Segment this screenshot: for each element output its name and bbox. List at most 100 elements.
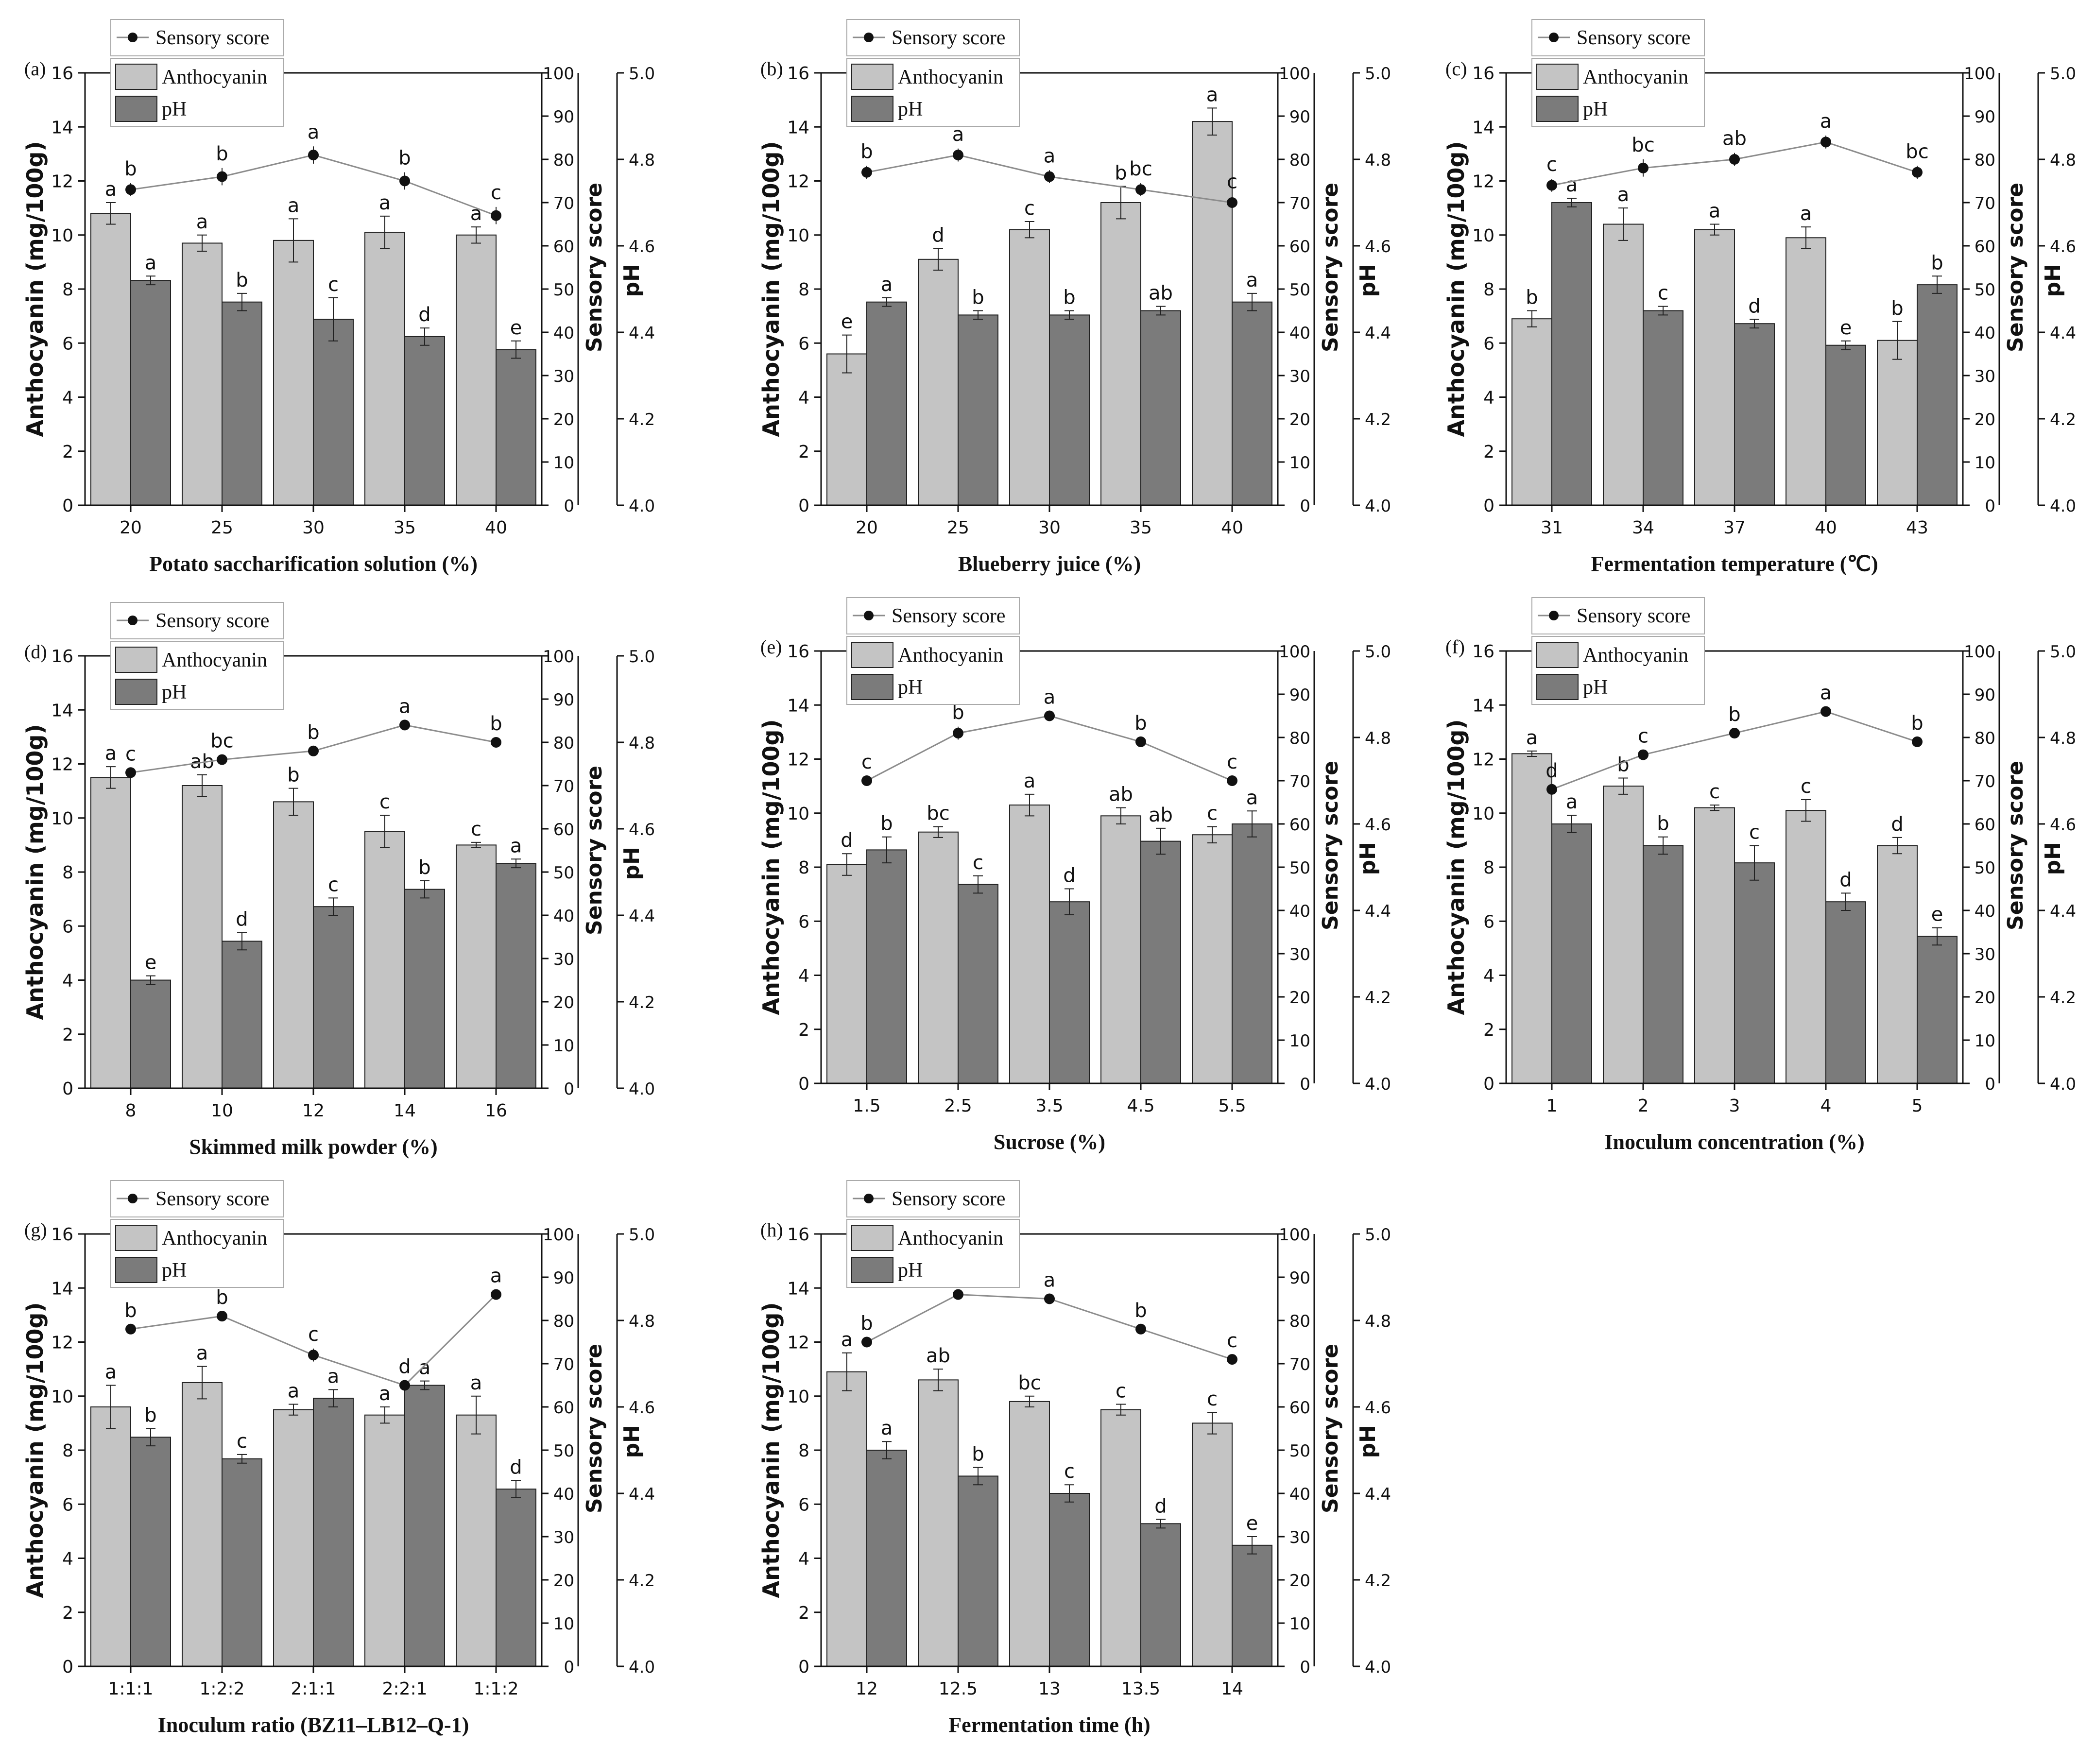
sensory-axis-title: Sensory score: [1318, 183, 1343, 352]
anthocyanin-letter: a: [105, 178, 117, 201]
left-tick-label: 4: [62, 388, 73, 408]
mid-tick-label: 90: [553, 1268, 574, 1288]
ph-bar: [222, 941, 262, 1089]
x-tick-label: 14: [394, 1101, 416, 1121]
mid-tick-label: 60: [1289, 237, 1310, 257]
ph-bar: [130, 1437, 171, 1667]
anthocyanin-letter: bc: [1018, 1372, 1041, 1394]
left-tick-label: 0: [798, 1657, 809, 1677]
sensory-letter: b: [124, 1300, 137, 1322]
x-tick-label: 40: [1815, 518, 1837, 538]
mid-tick-label: 90: [553, 690, 574, 710]
legend-sensory-label: Sensory score: [1577, 27, 1690, 49]
mid-tick-label: 20: [1289, 988, 1310, 1008]
sensory-letter: a: [1044, 686, 1056, 709]
sensory-score-point: [1820, 137, 1831, 148]
ph-bar: [404, 336, 445, 506]
left-axis-title: Anthocyanin (mg/100g): [1443, 719, 1469, 1015]
x-tick-label: 30: [302, 518, 325, 538]
left-tick-label: 4: [798, 1549, 809, 1569]
left-tick-label: 4: [62, 971, 73, 991]
x-tick-label: 16: [485, 1101, 507, 1121]
legend-ph-label: pH: [162, 1259, 187, 1282]
anthocyanin-bar: [1511, 318, 1552, 506]
left-axis-title: Anthocyanin (mg/100g): [758, 719, 784, 1015]
left-tick-label: 8: [62, 1441, 73, 1461]
panel-label: (h): [760, 1219, 783, 1241]
ph-bar: [866, 849, 907, 1084]
right-tick-label: 5.0: [1365, 1225, 1391, 1245]
sensory-score-point: [217, 754, 227, 765]
anthocyanin-bar: [1192, 1422, 1233, 1667]
anthocyanin-letter: a: [1617, 184, 1630, 206]
left-tick-label: 2: [798, 1603, 809, 1623]
left-tick-label: 6: [798, 912, 809, 932]
ph-bar: [1049, 314, 1090, 506]
anthocyanin-bar: [456, 234, 497, 506]
anthocyanin-bar: [364, 232, 405, 506]
left-axis-title: Anthocyanin (mg/100g): [758, 141, 784, 437]
anthocyanin-letter: ab: [1109, 784, 1133, 806]
sensory-score-point: [1044, 1293, 1055, 1304]
sensory-letter: c: [491, 182, 501, 204]
right-tick-label: 4.8: [629, 1312, 655, 1331]
anthocyanin-bar: [182, 242, 223, 506]
sensory-letter: bc: [1129, 158, 1152, 180]
sensory-score-point: [1820, 706, 1831, 717]
mid-tick-label: 80: [1289, 729, 1310, 748]
x-tick-label: 2.5: [944, 1096, 972, 1116]
sensory-letter: b: [952, 702, 964, 724]
mid-tick-label: 40: [1975, 324, 1995, 343]
anthocyanin-letter: a: [1024, 770, 1036, 792]
mid-tick-label: 100: [543, 1225, 574, 1245]
left-tick-label: 2: [798, 1020, 809, 1040]
right-tick-label: 4.6: [1365, 815, 1391, 835]
right-tick-label: 5.0: [2050, 64, 2076, 84]
x-tick-label: 2:2:1: [382, 1679, 428, 1699]
anthocyanin-bar: [1786, 237, 1826, 506]
mid-tick-label: 50: [553, 280, 574, 300]
mid-tick-label: 10: [1975, 1031, 1995, 1051]
right-tick-label: 4.0: [629, 1658, 655, 1677]
mid-tick-label: 80: [553, 151, 574, 170]
x-tick-label: 1:2:2: [200, 1679, 245, 1699]
mid-tick-label: 20: [1289, 1571, 1310, 1591]
left-tick-label: 4: [798, 388, 809, 408]
left-tick-label: 16: [1472, 642, 1494, 662]
sensory-score-point: [1135, 1323, 1146, 1335]
anthocyanin-bar: [1786, 810, 1826, 1084]
mid-tick-label: 50: [1289, 280, 1310, 300]
legend-ph-label: pH: [898, 676, 923, 699]
mid-tick-label: 60: [553, 237, 574, 257]
ph-letter: e: [1931, 904, 1943, 926]
right-tick-label: 4.0: [1365, 1658, 1391, 1677]
left-tick-label: 12: [51, 755, 73, 775]
ph-letter: c: [973, 852, 983, 874]
ph-bar: [1140, 840, 1181, 1084]
mid-tick-label: 70: [1289, 1355, 1310, 1374]
legend-anthocyanin-label: Anthocyanin: [162, 66, 267, 88]
legend-ph-label: pH: [1583, 98, 1608, 120]
ph-bar: [866, 301, 907, 506]
sensory-score-point: [217, 1311, 227, 1322]
legend-ph-swatch: [851, 1257, 893, 1283]
mid-tick-label: 30: [1975, 367, 1995, 386]
left-tick-label: 14: [787, 118, 809, 137]
legend-ph-swatch: [851, 96, 893, 122]
right-tick-label: 4.8: [629, 151, 655, 170]
mid-tick-label: 90: [553, 107, 574, 127]
sensory-score-point: [1546, 180, 1557, 191]
legend-ph-label: pH: [1583, 676, 1608, 699]
sensory-score-line: [866, 1294, 1233, 1360]
x-axis-title: Potato saccharification solution (%): [149, 552, 478, 576]
mid-tick-label: 90: [1975, 107, 1995, 127]
mid-tick-label: 30: [1289, 367, 1310, 386]
anthocyanin-letter: a: [196, 211, 208, 233]
sensory-score-point: [953, 728, 963, 739]
right-tick-label: 4.4: [1365, 324, 1391, 343]
ph-bar: [130, 280, 171, 506]
ph-letter: a: [881, 274, 893, 296]
x-tick-label: 1.5: [853, 1096, 880, 1116]
